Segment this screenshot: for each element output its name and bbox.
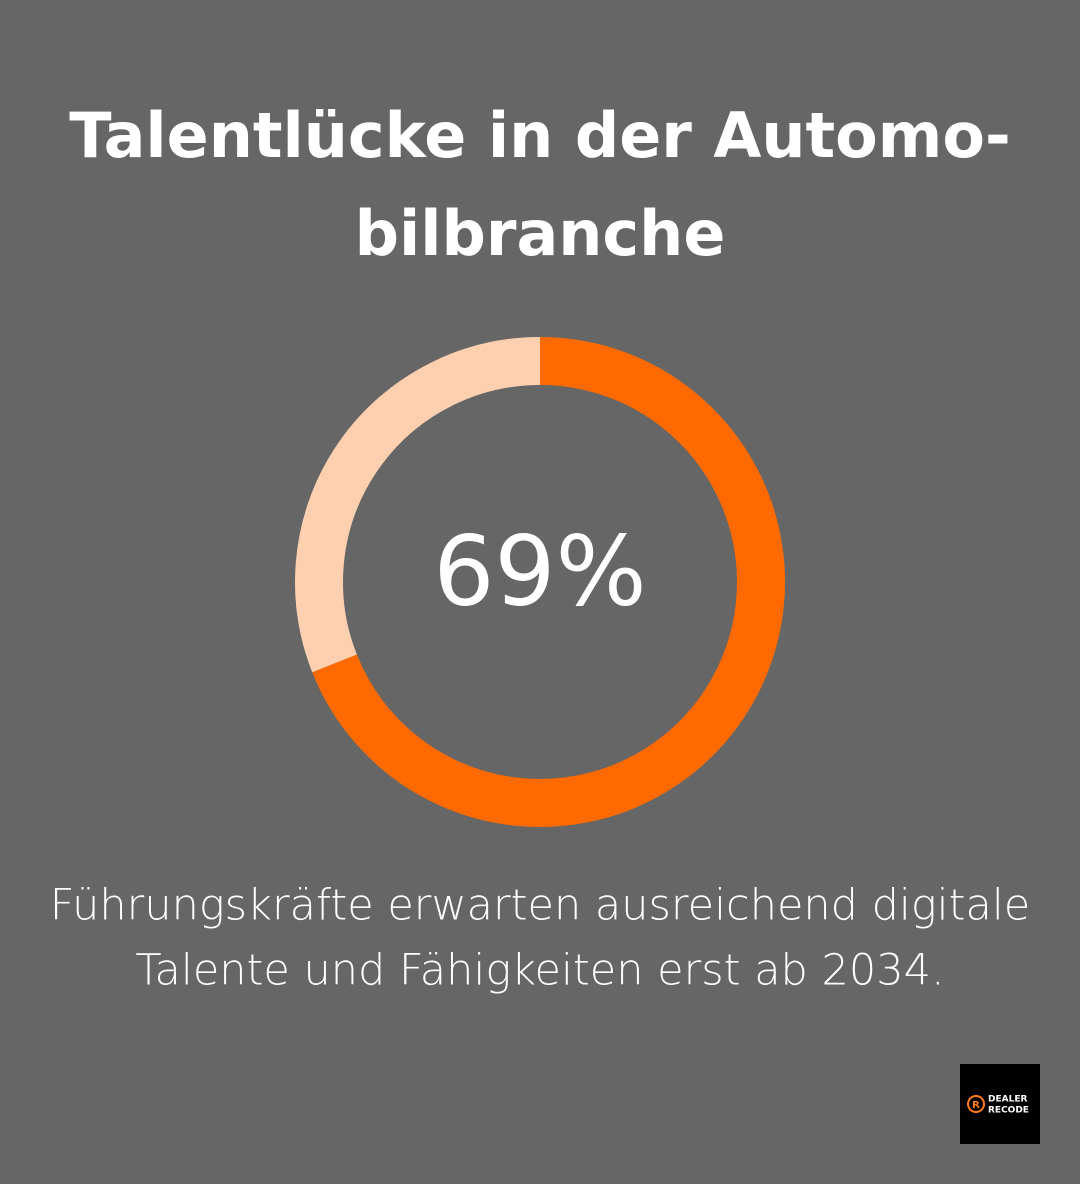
donut-segment <box>312 337 785 827</box>
donut: 69% <box>295 337 785 827</box>
description-line: Talente und Fähigkeiten erst ab 2034. <box>135 946 944 996</box>
center-value-label: 69% <box>433 515 646 627</box>
title-line: Talentlücke in der Automo- <box>69 99 1010 172</box>
logo-text: RECODE <box>988 1106 1029 1116</box>
title-line: bilbranche <box>355 197 726 270</box>
logo-text: DEALER <box>988 1095 1027 1105</box>
logo: R DEALER RECODE <box>960 1064 1040 1144</box>
logo-icon <box>967 1095 985 1113</box>
logo-icon-letter: R <box>972 1100 980 1111</box>
donut-segment <box>295 337 541 673</box>
description-line: Führungskräfte erwarten ausreichend digi… <box>50 881 1030 931</box>
logo-box <box>960 1064 1040 1144</box>
